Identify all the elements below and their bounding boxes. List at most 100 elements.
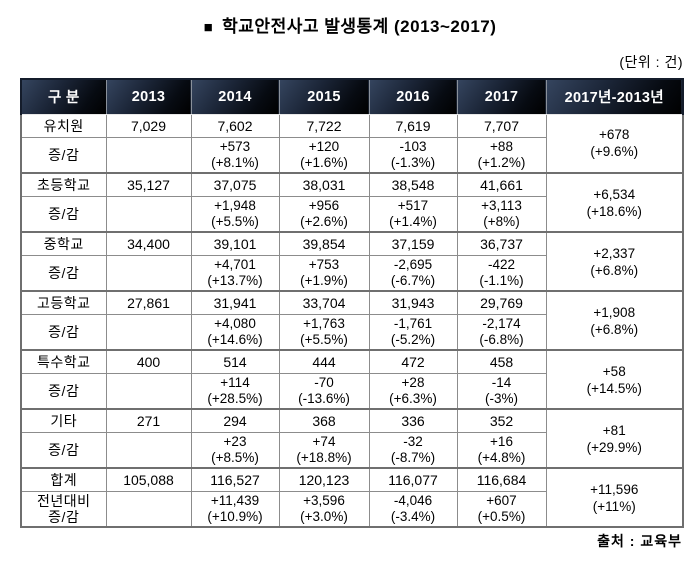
row-label: 특수학교: [20, 349, 107, 374]
delta-cell: +517 (+1.4%): [368, 195, 458, 233]
delta-cell: +4,701 (+13.7%): [190, 254, 280, 292]
category-row: 특수학교 400 514 444 472 458 +58 (+14.5%): [20, 349, 684, 410]
page-title: ■ 학교안전사고 발생통계 (2013~2017): [0, 12, 700, 37]
delta-cell: [105, 372, 192, 410]
value-cell: 7,707: [456, 113, 547, 138]
delta-cell: -422 (-1.1%): [456, 254, 547, 292]
value-cell: 400: [105, 349, 192, 374]
value-cell: 31,943: [368, 290, 458, 315]
delta-cell: +753 (+1.9%): [278, 254, 370, 292]
value-cell: 105,088: [105, 467, 192, 492]
delta-cell: +4,080 (+14.6%): [190, 313, 280, 351]
header-row: 구 분 2013 2014 2015 2016 2017 2017년-2013년: [20, 78, 684, 115]
delta-cell: +74 (+18.8%): [278, 431, 370, 469]
delta-cell: +28 (+6.3%): [368, 372, 458, 410]
delta-cell: +573 (+8.1%): [190, 136, 280, 174]
value-cell: 336: [368, 408, 458, 433]
delta-row-label: 증/감: [20, 195, 107, 233]
column-header-2013: 2013: [105, 78, 192, 115]
delta-row: 증/감 +573 (+8.1%) +120 (+1.6%) -103 (-1.3%) +88(…: [20, 136, 683, 174]
delta-cell: -70 (-13.6%): [278, 372, 370, 410]
total-diff-cell: +11,596 (+11%): [545, 467, 684, 528]
value-cell: 444: [278, 349, 370, 374]
value-cell: 33,704: [278, 290, 370, 315]
row-label: 초등학교: [20, 172, 107, 197]
delta-cell: +114 (+28.5%): [190, 372, 280, 410]
delta-cell: +1,948 (+5.5%): [190, 195, 280, 233]
value-cell: 514: [190, 349, 280, 374]
column-header-category: 구 분: [20, 78, 107, 115]
row-label: 기타: [20, 408, 107, 433]
school-accident-stats-table: 구 분 2013 2014 2015 2016 2017 2017년-2013년…: [20, 78, 684, 528]
column-header-2015: 2015: [278, 78, 370, 115]
delta-cell: +16 (+4.8%): [456, 431, 547, 469]
value-cell: 29,769: [456, 290, 547, 315]
category-row: 중학교 34,400 39,101 39,854 37,159 36,737 +2,337(…: [20, 231, 684, 292]
value-cell: 7,722: [278, 113, 370, 138]
unit-label: (단위 : 건): [619, 54, 683, 70]
category-row: 기타 271 294 368 336 352 +81 (+29.9%): [20, 408, 684, 469]
delta-cell: +3,596 (+3.0%): [278, 490, 370, 528]
delta-cell: +3,113 (+8%): [456, 195, 547, 233]
value-cell: 38,031: [278, 172, 370, 197]
source-label: 출처 : 교육부: [597, 533, 682, 549]
delta-row-label: 증/감: [20, 431, 107, 469]
value-cell: 120,123: [278, 467, 370, 492]
category-row: 초등학교 35,127 37,075 38,031 38,548 41,661 +6,534…: [20, 172, 684, 233]
delta-cell: [105, 136, 192, 174]
delta-row: 증/감 +4,701 (+13.7%) +753 (+1.9%) -2,695 (-6.7%…: [20, 254, 683, 292]
delta-row: 증/감 +23 (+8.5%) +74 (+18.8%) -32 (-8.7%) +16 (+4…: [20, 431, 683, 469]
value-cell: 39,101: [190, 231, 280, 256]
value-cell: 36,737: [456, 231, 547, 256]
value-cell: 41,661: [456, 172, 547, 197]
value-cell: 37,075: [190, 172, 280, 197]
value-cell: 7,619: [368, 113, 458, 138]
delta-row-label: 증/감: [20, 136, 107, 174]
category-row: 유치원 7,029 7,602 7,722 7,619 7,707 +678 (+9.6%): [20, 113, 684, 174]
delta-cell: -2,174 (-6.8%): [456, 313, 547, 351]
delta-cell: [105, 313, 192, 351]
row-label: 합계: [20, 467, 107, 492]
delta-row: 증/감 +114 (+28.5%) -70 (-13.6%) +28 (+6.3%) -14(…: [20, 372, 683, 410]
value-cell: 27,861: [105, 290, 192, 315]
value-cell: 34,400: [105, 231, 192, 256]
value-cell: 37,159: [368, 231, 458, 256]
total-diff-cell: +1,908 (+6.8%): [545, 290, 684, 351]
column-header-2014: 2014: [190, 78, 280, 115]
total-diff-cell: +81 (+29.9%): [545, 408, 684, 469]
delta-row: 증/감 +1,948 (+5.5%) +956 (+2.6%) +517 (+1.4%) +3…: [20, 195, 683, 233]
category-row: 합계 105,088 116,527 120,123 116,077 116,684 +11…: [20, 467, 684, 528]
delta-cell: -2,695 (-6.7%): [368, 254, 458, 292]
delta-cell: [105, 195, 192, 233]
delta-cell: -4,046 (-3.4%): [368, 490, 458, 528]
value-cell: 39,854: [278, 231, 370, 256]
value-cell: 38,548: [368, 172, 458, 197]
value-cell: 294: [190, 408, 280, 433]
delta-cell: +120 (+1.6%): [278, 136, 370, 174]
value-cell: 352: [456, 408, 547, 433]
value-cell: 116,077: [368, 467, 458, 492]
value-cell: 7,029: [105, 113, 192, 138]
value-cell: 472: [368, 349, 458, 374]
column-header-diff: 2017년-2013년: [545, 78, 684, 115]
value-cell: 31,941: [190, 290, 280, 315]
delta-cell: -1,761 (-5.2%): [368, 313, 458, 351]
row-label: 중학교: [20, 231, 107, 256]
table-header: 구 분 2013 2014 2015 2016 2017 2017년-2013년: [20, 78, 684, 115]
delta-cell: +956 (+2.6%): [278, 195, 370, 233]
delta-cell: -14 (-3%): [456, 372, 547, 410]
column-header-2017: 2017: [456, 78, 547, 115]
delta-row-label: 증/감: [20, 313, 107, 351]
delta-row: 증/감 +4,080 (+14.6%) +1,763 (+5.5%) -1,761 (-5.…: [20, 313, 683, 351]
value-cell: 116,684: [456, 467, 547, 492]
delta-cell: -103 (-1.3%): [368, 136, 458, 174]
value-cell: 7,602: [190, 113, 280, 138]
value-cell: 368: [278, 408, 370, 433]
delta-row-label: 증/감: [20, 254, 107, 292]
column-header-2016: 2016: [368, 78, 458, 115]
total-diff-cell: +58 (+14.5%): [545, 349, 684, 410]
value-cell: 271: [105, 408, 192, 433]
value-cell: 116,527: [190, 467, 280, 492]
delta-cell: +88 (+1.2%): [456, 136, 547, 174]
